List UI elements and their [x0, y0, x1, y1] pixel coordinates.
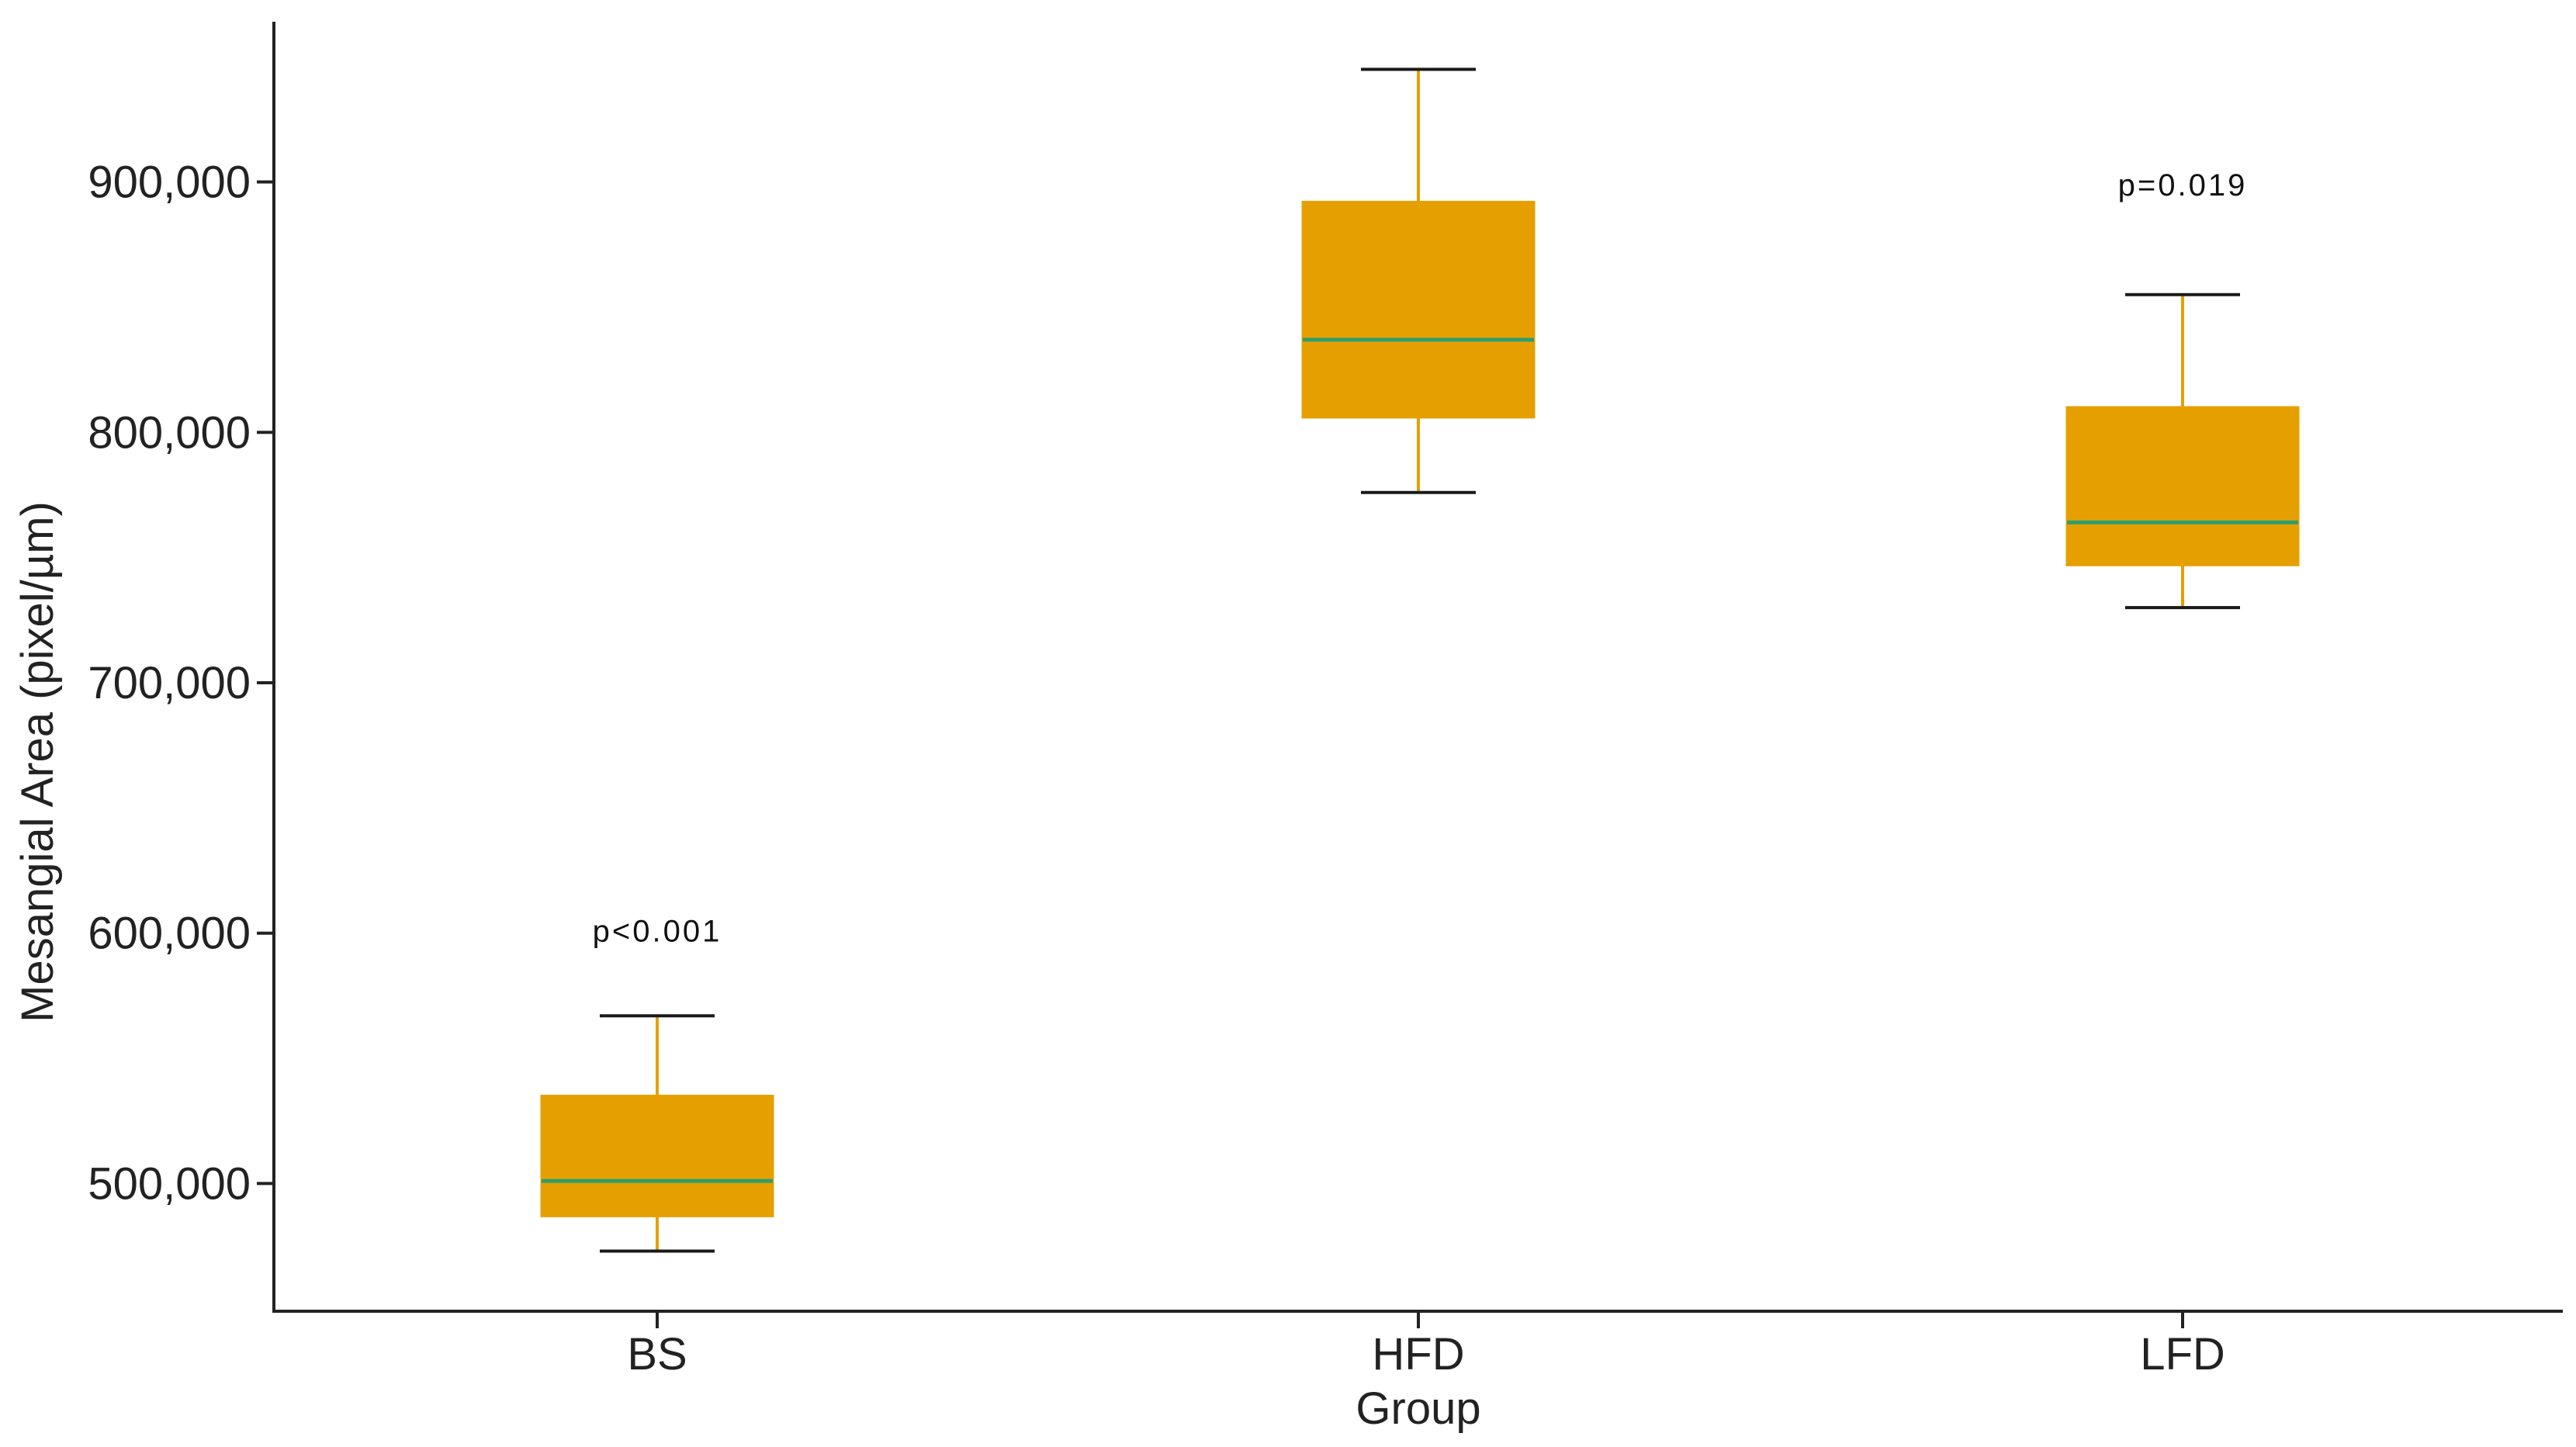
iqr-box	[2065, 406, 2300, 566]
y-tick-label: 500,000	[88, 1158, 251, 1209]
y-tick-label: 800,000	[88, 407, 251, 458]
boxes	[540, 68, 2300, 1253]
x-ticks: BS HFD LFD	[627, 1311, 2225, 1379]
y-tick-label: 600,000	[88, 909, 251, 959]
box-bs	[540, 1014, 774, 1253]
y-ticks: 500,000 600,000 700,000 800,000 900,000	[88, 158, 274, 1209]
p-value-annotation: p<0.001	[593, 914, 722, 948]
box-lfd	[2065, 293, 2300, 610]
iqr-box	[540, 1094, 774, 1217]
y-tick-label: 900,000	[88, 158, 251, 208]
y-axis-title: Mesangial Area (pixel/µm)	[12, 501, 63, 1023]
annotations: p<0.001 p=0.019	[593, 168, 2248, 949]
p-value-annotation: p=0.019	[2118, 168, 2248, 203]
iqr-box	[1301, 200, 1536, 419]
y-tick-label: 700,000	[88, 658, 251, 708]
x-tick-label: BS	[627, 1329, 687, 1379]
box-hfd	[1301, 68, 1536, 494]
x-tick-label: HFD	[1372, 1329, 1464, 1379]
x-axis-title: Group	[1356, 1383, 1480, 1434]
x-tick-label: LFD	[2140, 1329, 2225, 1379]
